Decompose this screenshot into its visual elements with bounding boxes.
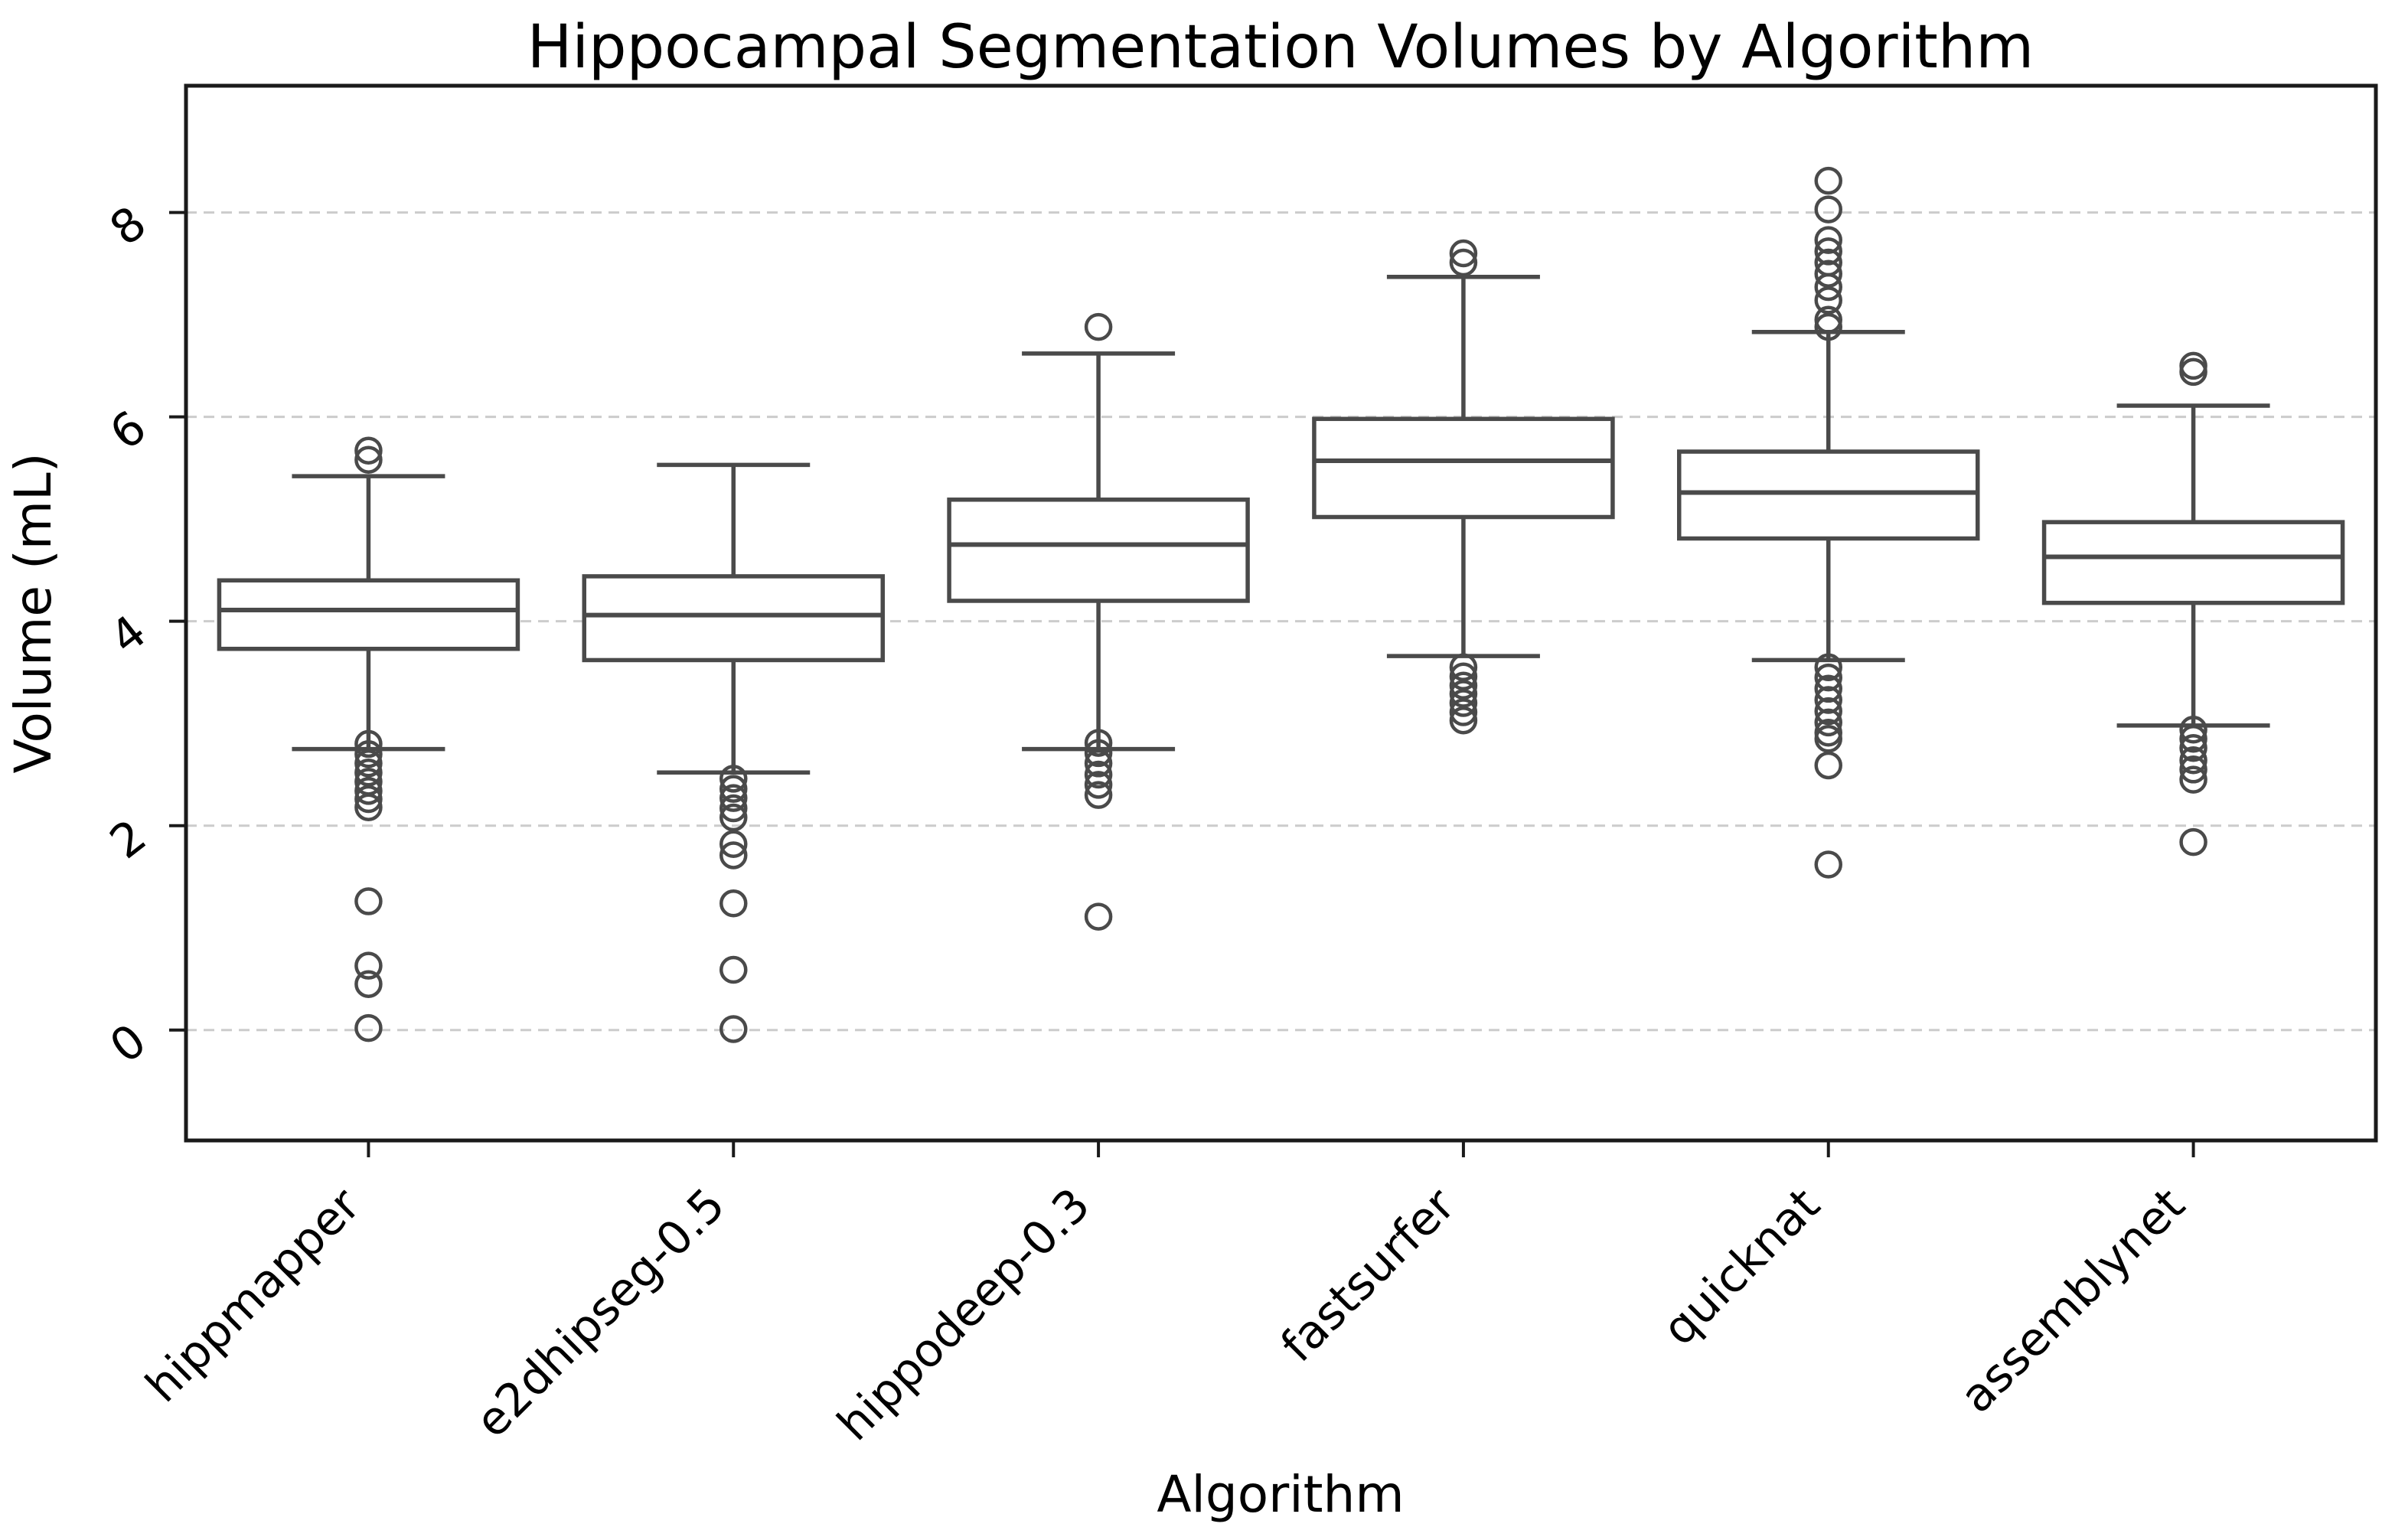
y-tick-label-8: 8 xyxy=(100,196,156,256)
outlier-point-quicknat xyxy=(1814,674,1842,703)
outlier-point-e2dhipseg-0.5 xyxy=(719,765,748,793)
outlier-point-hippmapper xyxy=(354,729,383,759)
outlier-point-quicknat xyxy=(1814,237,1842,266)
outlier-point-hippmapper xyxy=(354,1013,383,1042)
outlier-point-e2dhipseg-0.5 xyxy=(719,955,748,984)
outlier-point-hippmapper xyxy=(354,970,383,998)
outlier-point-assemblynet xyxy=(2179,746,2207,775)
x-tick-label-hippodeep-0.3: hippodeep-0.3 xyxy=(827,1178,1101,1451)
y-axis-label: Volume (mL) xyxy=(4,452,63,773)
outlier-point-hippmapper xyxy=(354,785,383,814)
outlier-point-fastsurfer xyxy=(1449,239,1478,268)
x-tick-label-quicknat: quicknat xyxy=(1653,1178,1831,1356)
outlier-point-hippmapper xyxy=(354,749,383,778)
outlier-point-hippodeep-0.3 xyxy=(1084,729,1113,757)
outlier-point-hippmapper xyxy=(354,759,383,787)
outlier-point-quicknat xyxy=(1814,226,1842,254)
outlier-point-hippmapper xyxy=(354,777,383,805)
outlier-point-hippodeep-0.3 xyxy=(1084,749,1113,778)
outlier-point-quicknat xyxy=(1814,195,1842,223)
outlier-point-fastsurfer xyxy=(1449,680,1478,708)
outlier-point-hippodeep-0.3 xyxy=(1084,902,1113,931)
box-hippmapper xyxy=(217,578,520,651)
x-tick-label-fastsurfer: fastsurfer xyxy=(1271,1178,1465,1372)
outlier-point-hippodeep-0.3 xyxy=(1084,771,1113,799)
x-tick-label-hippmapper: hippmapper xyxy=(135,1178,370,1413)
outlier-point-quicknat xyxy=(1814,724,1842,753)
outlier-point-quicknat xyxy=(1814,697,1842,726)
outlier-point-hippodeep-0.3 xyxy=(1084,739,1113,768)
outlier-point-assemblynet xyxy=(2179,765,2207,794)
outlier-point-quicknat xyxy=(1814,305,1842,334)
outlier-point-assemblynet xyxy=(2179,715,2207,744)
y-tick-label-2: 2 xyxy=(100,809,156,870)
outlier-point-fastsurfer xyxy=(1449,248,1478,277)
outlier-point-e2dhipseg-0.5 xyxy=(719,830,748,859)
outlier-point-assemblynet xyxy=(2179,734,2207,762)
outlier-point-e2dhipseg-0.5 xyxy=(719,803,748,832)
outlier-point-hippodeep-0.3 xyxy=(1084,760,1113,789)
outlier-point-hippmapper xyxy=(354,445,383,474)
x-axis-label: Algorithm xyxy=(1157,1465,1404,1524)
outlier-point-fastsurfer xyxy=(1449,698,1478,726)
outlier-point-hippodeep-0.3 xyxy=(1084,312,1113,341)
box-hippodeep-0.3 xyxy=(947,498,1250,603)
outlier-point-quicknat xyxy=(1814,708,1842,737)
outlier-point-assemblynet xyxy=(2179,357,2207,387)
outlier-point-hippodeep-0.3 xyxy=(1084,781,1113,809)
outlier-point-e2dhipseg-0.5 xyxy=(719,794,748,823)
chart-title: Hippocampal Segmentation Volumes by Algo… xyxy=(527,13,2034,82)
outlier-point-e2dhipseg-0.5 xyxy=(719,784,748,812)
outlier-point-assemblynet xyxy=(2179,724,2207,753)
outlier-point-quicknat xyxy=(1814,850,1842,879)
y-tick-label-6: 6 xyxy=(100,400,156,461)
outlier-point-assemblynet xyxy=(2179,827,2207,856)
x-tick-label-assemblynet: assemblynet xyxy=(1950,1178,2196,1424)
outlier-point-quicknat xyxy=(1814,663,1842,692)
outlier-point-fastsurfer xyxy=(1449,671,1478,700)
outlier-point-quicknat xyxy=(1814,751,1842,780)
outlier-point-quicknat xyxy=(1814,286,1842,315)
outlier-point-quicknat xyxy=(1814,653,1842,682)
outlier-point-hippmapper xyxy=(354,951,383,980)
outlier-point-fastsurfer xyxy=(1449,689,1478,717)
outlier-point-quicknat xyxy=(1814,686,1842,714)
outlier-point-e2dhipseg-0.5 xyxy=(719,841,748,870)
outlier-point-e2dhipseg-0.5 xyxy=(719,889,748,918)
box-assemblynet xyxy=(2041,520,2345,605)
outlier-point-hippmapper xyxy=(354,887,383,915)
outlier-point-fastsurfer xyxy=(1449,653,1478,682)
box-e2dhipseg-0.5 xyxy=(582,574,885,663)
outlier-point-quicknat xyxy=(1814,312,1842,341)
box-quicknat xyxy=(1677,449,1980,541)
y-tick-label-4: 4 xyxy=(100,605,156,665)
outlier-point-quicknat xyxy=(1814,272,1842,302)
outlier-point-hippmapper xyxy=(354,793,383,821)
outlier-point-e2dhipseg-0.5 xyxy=(719,1015,748,1043)
box-fastsurfer xyxy=(1312,416,1615,520)
outlier-point-fastsurfer xyxy=(1449,662,1478,691)
y-tick-label-0: 0 xyxy=(100,1013,156,1074)
plot-area: 0 2 4 6 8 hippmapper e2dhipseg-0.5 hippodeep-0.… xyxy=(100,83,2378,1451)
outlier-point-fastsurfer xyxy=(1449,706,1478,735)
axes-spines xyxy=(184,83,2378,1143)
outlier-point-quicknat xyxy=(1814,259,1842,288)
outlier-point-e2dhipseg-0.5 xyxy=(719,775,748,803)
outlier-point-quicknat xyxy=(1814,166,1842,195)
outlier-point-hippmapper xyxy=(354,436,383,465)
outlier-point-hippmapper xyxy=(354,740,383,768)
outlier-point-assemblynet xyxy=(2179,755,2207,784)
x-tick-label-e2dhipseg-0.5: e2dhipseg-0.5 xyxy=(465,1178,736,1448)
